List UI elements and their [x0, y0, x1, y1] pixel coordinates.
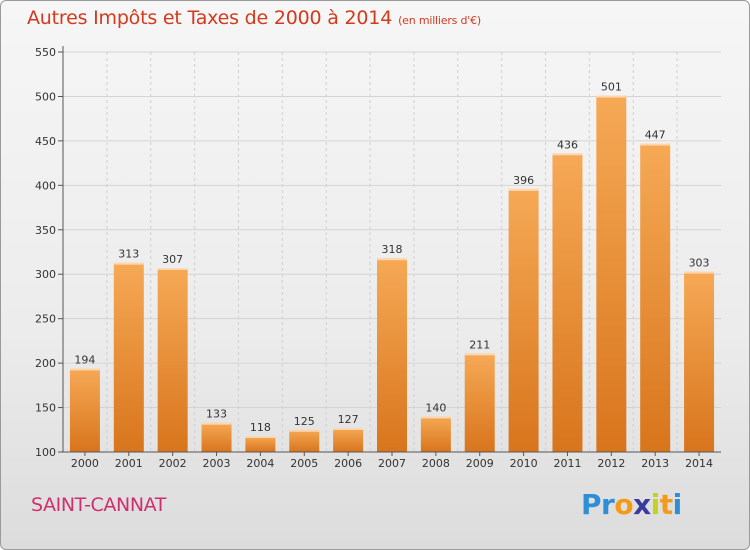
x-tick-label: 2007: [378, 457, 406, 470]
bar-highlight: [464, 353, 495, 356]
x-tick-label: 2003: [203, 457, 231, 470]
data-label: 211: [469, 338, 490, 351]
x-tick-label: 2002: [159, 457, 187, 470]
x-tick-label: 2012: [597, 457, 625, 470]
y-tick-label: 100: [35, 446, 56, 459]
bar: [508, 188, 539, 452]
x-tick-label: 2014: [685, 457, 713, 470]
bar-highlight: [201, 422, 232, 425]
data-label: 396: [513, 174, 534, 187]
data-label: 133: [206, 408, 227, 421]
y-tick-label: 300: [35, 268, 56, 281]
bar-highlight: [377, 258, 407, 261]
data-label: 140: [425, 401, 446, 414]
x-tick-label: 2006: [334, 457, 362, 470]
bar: [157, 268, 188, 452]
data-label: 307: [162, 253, 183, 266]
bars: [69, 95, 715, 453]
bar: [640, 143, 671, 453]
bar: [420, 416, 451, 452]
y-tick-label: 450: [35, 135, 56, 148]
logo-letter: t: [659, 488, 673, 521]
bar-highlight: [420, 416, 451, 419]
axes: 100 150 200 250 300 350 400 450 500 550 2000 2001 20…: [35, 46, 721, 470]
y-tick-label: 400: [35, 179, 56, 192]
data-label: 194: [74, 353, 95, 366]
bar-highlight: [596, 95, 627, 98]
bar: [552, 153, 583, 453]
x-tick-label: 2004: [246, 457, 274, 470]
bar-highlight: [333, 428, 364, 430]
bar-highlight: [684, 271, 715, 274]
y-tick-label: 150: [35, 402, 56, 415]
chart-unit-label: (en milliers d'€): [398, 14, 481, 27]
data-labels: 194 313 307 133 118 125 127 318 140 211 396 436 501 4…: [74, 81, 709, 434]
data-label: 118: [250, 421, 271, 434]
data-label: 125: [294, 415, 315, 428]
commune-name: SAINT-CANNAT: [31, 494, 166, 516]
logo-letter: i: [650, 488, 661, 521]
y-tick-label: 250: [35, 313, 56, 326]
bar-highlight: [289, 429, 320, 432]
chart-title: Autres Impôts et Taxes de 2000 à 2014 (en…: [27, 7, 481, 29]
data-label: 303: [689, 257, 710, 270]
logo-letter: P: [581, 488, 602, 521]
data-label: 501: [601, 81, 622, 94]
bar: [596, 95, 627, 453]
bar-highlight: [113, 262, 144, 265]
bar: [684, 271, 715, 452]
x-tick-label: 2008: [422, 457, 450, 470]
logo-letter: i: [672, 488, 683, 521]
data-label: 447: [645, 129, 666, 142]
y-tick-label: 500: [35, 90, 56, 103]
x-tick-label: 2000: [71, 457, 99, 470]
bar: [464, 353, 495, 452]
x-tick-label: 2009: [466, 457, 494, 470]
bar-highlight: [69, 368, 100, 371]
bar-highlight: [157, 268, 188, 270]
x-tick-label: 2005: [290, 457, 318, 470]
bar: [69, 368, 100, 452]
y-tick-label: 550: [35, 46, 56, 59]
x-tick-label: 2001: [115, 457, 143, 470]
y-tick-label: 350: [35, 224, 56, 237]
data-label: 313: [118, 248, 139, 261]
logo-letter: r: [601, 488, 615, 521]
bar: [245, 436, 276, 452]
bar-highlight: [640, 143, 671, 146]
data-label: 436: [557, 138, 578, 151]
data-label: 318: [382, 243, 403, 256]
y-tick-label: 200: [35, 357, 56, 370]
bar: [377, 258, 407, 452]
logo-letter: x: [633, 488, 651, 521]
bar: [201, 422, 232, 452]
bar-highlight: [552, 153, 583, 156]
data-label: 127: [338, 413, 359, 426]
bar: [289, 429, 320, 452]
bar-highlight: [508, 188, 539, 191]
x-tick-label: 2013: [641, 457, 669, 470]
bar: [333, 428, 364, 452]
chart-title-main: Autres Impôts et Taxes de 2000 à 2014: [27, 7, 393, 29]
proxiti-logo[interactable]: Proxiti: [581, 488, 682, 521]
x-tick-label: 2010: [510, 457, 538, 470]
bar: [113, 262, 144, 452]
logo-letter: o: [614, 488, 634, 521]
bar-highlight: [245, 436, 276, 438]
x-tick-label: 2011: [553, 457, 581, 470]
